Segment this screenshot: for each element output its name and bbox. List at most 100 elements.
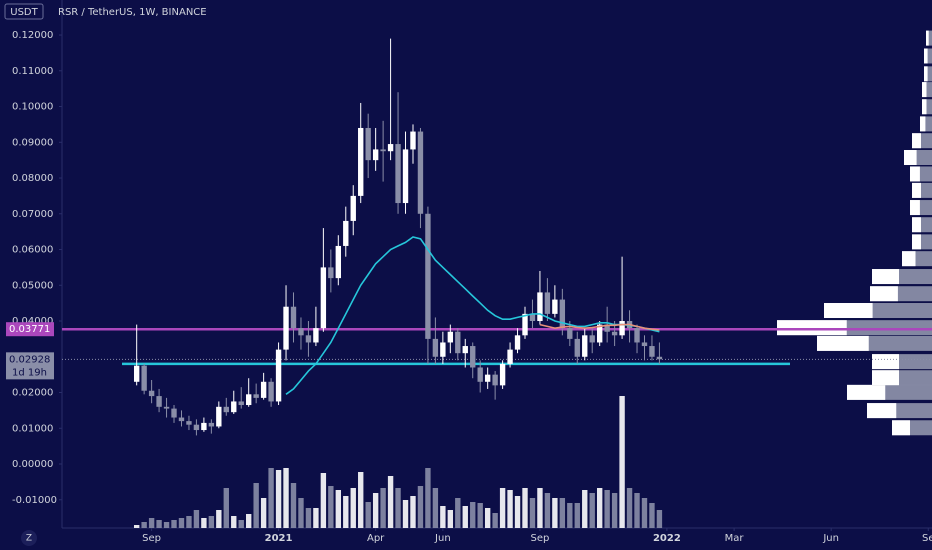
volume-bar [395, 488, 401, 528]
volume-bar [283, 468, 289, 528]
volume-bar [268, 468, 274, 528]
profile-bar-up [872, 269, 899, 285]
profile-bar-up [870, 286, 898, 302]
candle-body [320, 267, 327, 329]
candle-body [484, 374, 491, 382]
candle-body [470, 346, 476, 368]
candle-body [552, 299, 558, 314]
candle-body [387, 144, 394, 152]
candle-body [619, 321, 625, 336]
y-tick-label: 0.04000 [12, 316, 53, 327]
volume-bar [275, 470, 282, 528]
volume-bar [216, 510, 222, 528]
volume-bar [477, 503, 483, 528]
candle-body [455, 331, 461, 354]
countdown-label: 1d 19h [12, 367, 47, 378]
volume-bar [499, 488, 506, 528]
profile-bar-up [924, 66, 928, 82]
profile-bar-up [824, 303, 873, 319]
y-tick-label: 0.08000 [12, 173, 53, 184]
currency-box[interactable] [4, 3, 44, 20]
volume-bar [529, 498, 536, 528]
volume-bar [589, 493, 595, 528]
candle-body [163, 406, 170, 409]
x-tick-label: Se [922, 533, 932, 544]
moving-average [539, 323, 660, 331]
volume-bar [567, 503, 573, 528]
volume-bar [193, 510, 200, 528]
volume-bar [507, 490, 513, 528]
volume-bar [470, 502, 476, 528]
zoom-label[interactable]: Z [26, 534, 32, 544]
candle-body [201, 422, 207, 431]
candle-body [425, 213, 431, 339]
volume-bar [514, 496, 521, 528]
candle-body [611, 331, 618, 336]
candle-body [395, 144, 401, 204]
x-tick-label: Sep [142, 533, 161, 544]
currency[interactable]: USDT [10, 7, 38, 18]
candle-body [529, 313, 536, 322]
candle-body [246, 394, 252, 406]
profile-bar-up [924, 48, 928, 64]
volume-bar [171, 520, 177, 528]
candle-body [350, 195, 356, 221]
candle-body [544, 292, 551, 314]
y-tick-label: 0.11000 [12, 66, 53, 77]
candle-body [596, 324, 603, 343]
profile-bar-up [910, 200, 920, 216]
profile-bar [922, 99, 932, 115]
candle-body [649, 346, 655, 357]
candle-body [589, 335, 595, 343]
candle-body [216, 406, 222, 427]
volume-bar [201, 518, 207, 528]
candle-body [507, 349, 513, 364]
volume-bar [328, 486, 334, 528]
candle-body [372, 149, 379, 161]
candle-body [634, 328, 640, 343]
x-tick-label: Mar [725, 533, 745, 544]
profile-bar-up [922, 82, 927, 98]
candle-body [178, 417, 185, 422]
volume-bar [335, 490, 341, 528]
volume-bar [611, 493, 618, 528]
candle-body [417, 131, 424, 214]
volume-bar [634, 493, 640, 528]
x-tick-label: Sep [531, 533, 550, 544]
zoom-button[interactable] [21, 530, 37, 546]
volume-bar [447, 510, 454, 528]
volume-bar [417, 486, 424, 528]
profile-bar-up [912, 182, 921, 198]
profile-bar-up [817, 335, 869, 351]
candle-body [208, 422, 215, 427]
candle-body [275, 349, 282, 402]
volume-bar [574, 503, 580, 528]
candle-body [604, 324, 610, 332]
profile-bar [926, 30, 932, 46]
volume-bar [253, 483, 259, 528]
profile-bar-up [902, 251, 916, 267]
candle-body [283, 306, 289, 350]
volume-bar [425, 468, 431, 528]
candle-body [328, 267, 334, 279]
candle-body [133, 365, 140, 382]
candle-body [402, 149, 409, 204]
volume-bar [156, 520, 162, 528]
volume-bar [186, 516, 192, 528]
volume-bar [537, 488, 543, 528]
candle-body [567, 328, 573, 339]
profile-bar-up [867, 403, 897, 419]
volume-bar [604, 490, 610, 528]
volume-bar [260, 498, 267, 528]
level-label: 0.03771 [9, 324, 50, 335]
last-price-label: 0.02928 [9, 354, 50, 365]
x-tick-label: 2021 [265, 533, 293, 544]
candle-body [231, 401, 237, 413]
candle-body [574, 338, 580, 357]
volume-bar [641, 498, 648, 528]
volume-bar [387, 476, 394, 528]
y-tick-label: 0.07000 [12, 209, 53, 220]
y-tick-label: 0.01000 [12, 423, 53, 434]
profile-bar-up [912, 217, 921, 233]
volume-bar [141, 522, 147, 528]
